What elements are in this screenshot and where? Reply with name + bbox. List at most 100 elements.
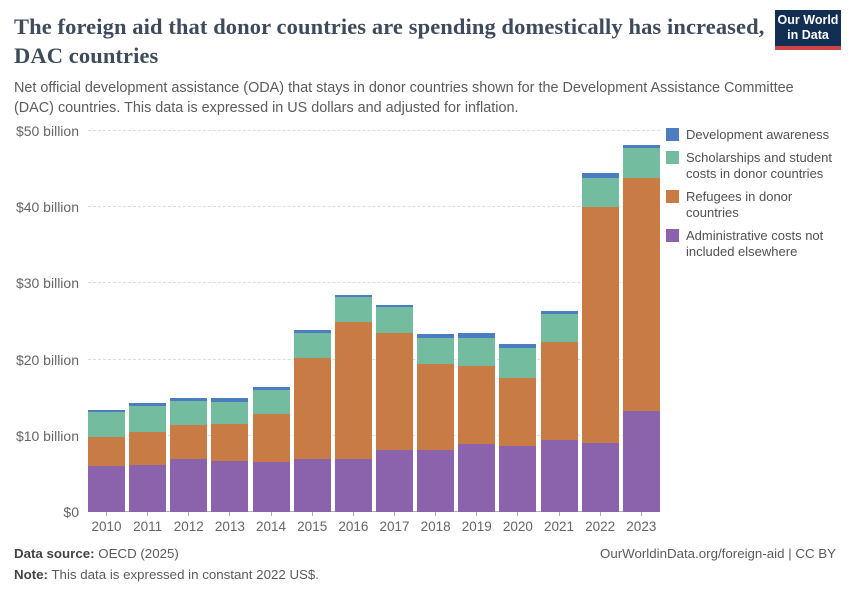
bar-segment[interactable] [622, 410, 660, 512]
bar-segment[interactable] [499, 377, 537, 446]
owid-logo[interactable]: Our World in Data [775, 10, 841, 50]
x-tick [211, 512, 248, 517]
bar-2011 [129, 131, 167, 512]
x-axis-label-2017: 2017 [379, 519, 410, 534]
x-axis-label-2014: 2014 [256, 519, 287, 534]
bar-segment[interactable] [540, 342, 578, 440]
legend-item[interactable]: Scholarships and student costs in donor … [666, 150, 848, 182]
x-tick-mark [352, 512, 354, 516]
bar-segment[interactable] [622, 144, 660, 148]
bar-segment[interactable] [334, 459, 372, 512]
y-axis-label: $0 [63, 504, 79, 520]
bar-segment[interactable] [417, 333, 455, 338]
bar-segment[interactable] [458, 332, 496, 338]
x-tick [129, 512, 166, 517]
legend-label: Administrative costs not included elsewh… [686, 228, 824, 259]
y-axis-label: $10 billion [15, 427, 79, 444]
x-tick [376, 512, 413, 517]
x-tick [417, 512, 454, 517]
bar-segment[interactable] [170, 397, 208, 401]
bar-segment[interactable] [499, 344, 537, 349]
x-axis-label-2020: 2020 [502, 519, 533, 534]
bar-segment[interactable] [581, 443, 619, 512]
bar-segment[interactable] [417, 337, 455, 365]
bar-segment[interactable] [458, 366, 496, 445]
bar-segment[interactable] [170, 400, 208, 426]
data-source-line: Data source: OECD (2025) [14, 546, 836, 561]
gridline-50 [88, 130, 660, 131]
bar-segment[interactable] [581, 172, 619, 178]
bar-2019 [458, 131, 496, 512]
bar-2013 [211, 131, 249, 512]
bar-segment[interactable] [252, 390, 290, 414]
plot-area: 2010 2011 2012 2013 2014 2015 2016 2017 2018 2019… [88, 130, 660, 534]
bar-segment[interactable] [375, 304, 413, 308]
bar-segment[interactable] [129, 406, 167, 432]
bar-segment[interactable] [170, 425, 208, 459]
x-tick-mark [311, 512, 313, 516]
bar-segment[interactable] [417, 449, 455, 512]
bar-segment[interactable] [129, 432, 167, 465]
x-tick-mark [229, 512, 231, 516]
bar-segment[interactable] [88, 409, 125, 413]
legend-item[interactable]: Administrative costs not included elsewh… [666, 228, 848, 260]
legend-item[interactable]: Development awareness [666, 127, 848, 143]
bar-segment[interactable] [458, 337, 496, 367]
bar-segment[interactable] [88, 436, 125, 466]
bar-segment[interactable] [622, 147, 660, 179]
bar-segment[interactable] [334, 294, 372, 298]
bar-segment[interactable] [88, 412, 125, 437]
x-tick [170, 512, 207, 517]
bar-segment[interactable] [540, 313, 578, 343]
bars-row [88, 131, 660, 512]
bar-2018 [417, 131, 455, 512]
bar-segment[interactable] [334, 322, 372, 460]
note-label: Note: [14, 567, 48, 582]
owid-citation-link[interactable]: OurWorldinData.org/foreign-aid | CC BY [599, 546, 836, 561]
y-axis-label: $30 billion [15, 275, 79, 292]
bar-segment[interactable] [293, 329, 331, 333]
bar-segment[interactable] [252, 462, 290, 512]
chart-region: $0 $10 billion $20 billion $30 billion $40 b… [0, 123, 662, 537]
bar-2021 [540, 131, 578, 512]
x-tick-mark [270, 512, 272, 516]
legend-item[interactable]: Refugees in donor countries [666, 189, 848, 221]
bar-segment[interactable] [375, 449, 413, 512]
bar-segment[interactable] [499, 348, 537, 378]
bar-segment[interactable] [211, 424, 249, 461]
bar-segment[interactable] [293, 358, 331, 460]
bar-segment[interactable] [375, 307, 413, 333]
legend-swatch-icon [666, 128, 679, 141]
gridline-40 [88, 206, 660, 208]
bar-segment[interactable] [375, 332, 413, 450]
x-tick-mark [106, 512, 107, 516]
bar-segment[interactable] [252, 387, 290, 391]
legend-swatch-icon [666, 190, 679, 203]
bar-segment[interactable] [129, 403, 167, 407]
bar-segment[interactable] [417, 364, 455, 450]
bar-segment[interactable] [622, 178, 660, 411]
gridline-10 [88, 434, 660, 436]
bar-segment[interactable] [581, 207, 619, 444]
bar-segment[interactable] [293, 332, 331, 359]
bar-segment[interactable] [211, 398, 249, 402]
bar-segment[interactable] [499, 445, 537, 512]
bar-segment[interactable] [88, 465, 125, 512]
x-tick [253, 512, 290, 517]
bar-segment[interactable] [252, 413, 290, 463]
bar-segment[interactable] [334, 297, 372, 323]
bar-segment[interactable] [129, 464, 167, 512]
x-tick [582, 512, 619, 517]
x-tick-mark [640, 512, 642, 516]
bar-segment[interactable] [540, 439, 578, 512]
note-line: Note: This data is expressed in constant… [14, 567, 836, 582]
x-axis-label-2018: 2018 [420, 519, 451, 534]
bar-segment[interactable] [170, 458, 208, 512]
bar-segment[interactable] [540, 310, 578, 314]
bar-segment[interactable] [211, 401, 249, 425]
bar-segment[interactable] [581, 177, 619, 208]
bar-segment[interactable] [211, 460, 249, 512]
bar-segment[interactable] [458, 444, 496, 512]
bar-segment[interactable] [293, 459, 331, 512]
